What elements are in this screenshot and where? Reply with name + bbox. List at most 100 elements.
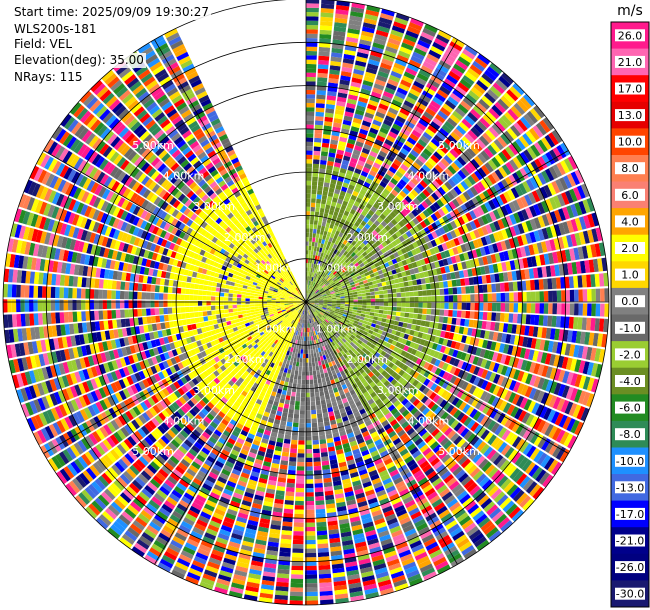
velocity-cell [427, 296, 432, 302]
velocity-cell [299, 423, 305, 428]
velocity-cell [309, 336, 312, 341]
velocity-cell [305, 462, 313, 467]
velocity-cell [328, 187, 335, 193]
velocity-cell [364, 139, 374, 147]
velocity-cell [321, 248, 326, 254]
velocity-cell [310, 250, 314, 255]
velocity-cell [310, 206, 315, 212]
velocity-cell [371, 91, 382, 99]
velocity-cell [344, 297, 350, 300]
velocity-cell [313, 224, 318, 230]
velocity-cell [316, 90, 326, 96]
velocity-cell [306, 20, 319, 26]
velocity-cell [346, 188, 354, 195]
velocity-cell [309, 285, 312, 290]
velocity-cell [300, 397, 305, 402]
velocity-cell [561, 303, 566, 315]
velocity-cell [306, 98, 315, 104]
velocity-cell [574, 289, 579, 302]
velocity-cell [349, 297, 354, 300]
velocity-cell [359, 128, 369, 136]
velocity-cell [301, 384, 306, 389]
velocity-cell [405, 297, 410, 302]
velocity-cell [342, 62, 354, 69]
velocity-cell [360, 88, 371, 96]
velocity-cell [317, 260, 321, 266]
velocity-cell [373, 83, 385, 91]
velocity-cell [382, 285, 388, 290]
velocity-cell [373, 287, 379, 292]
velocity-cell [325, 235, 330, 241]
velocity-cell [384, 50, 397, 58]
velocity-cell [365, 9, 380, 17]
velocity-cell [381, 58, 394, 67]
velocity-cell [325, 169, 333, 175]
velocity-cell [319, 595, 334, 601]
velocity-cell [320, 252, 324, 258]
velocity-cell [491, 283, 497, 293]
velocity-cell [417, 314, 423, 320]
velocity-cell [357, 304, 363, 308]
velocity-cell [326, 99, 336, 105]
velocity-cell [401, 297, 406, 302]
velocity-cell [346, 142, 355, 149]
velocity-cell [341, 123, 351, 130]
velocity-cell [283, 403, 290, 409]
velocity-cell [368, 99, 379, 107]
velocity-cell [370, 302, 376, 306]
velocity-cell [314, 129, 323, 134]
velocity-cell [447, 280, 453, 288]
velocity-cell [289, 595, 303, 601]
velocity-cell [308, 289, 310, 294]
velocity-cell [314, 215, 319, 221]
velocity-cell [317, 68, 329, 74]
velocity-cell [306, 102, 315, 108]
velocity-cell [305, 449, 313, 454]
velocity-cell [357, 302, 363, 305]
velocity-cell [308, 362, 312, 367]
velocity-cell [313, 150, 321, 156]
velocity-cell [306, 258, 308, 264]
velocity-cell [345, 192, 352, 199]
velocity-cell [315, 400, 321, 406]
velocity-cell [538, 279, 544, 290]
velocity-cell [387, 293, 393, 298]
velocity-cell [317, 81, 327, 87]
velocity-cell [361, 120, 372, 128]
velocity-cell [293, 526, 304, 532]
velocity-cell [334, 162, 341, 168]
velocity-cell [330, 139, 339, 145]
velocity-cell [418, 290, 423, 297]
velocity-cell [307, 293, 309, 298]
velocity-cell [594, 273, 600, 287]
velocity-cell [517, 303, 523, 313]
velocity-cell [298, 436, 305, 441]
velocity-cell [357, 293, 362, 297]
velocity-cell [317, 422, 324, 427]
velocity-cell [313, 353, 317, 358]
velocity-cell [309, 272, 312, 277]
velocity-cell [321, 142, 330, 148]
velocity-cell [313, 461, 321, 467]
velocity-cell [298, 444, 305, 450]
velocity-cell [390, 70, 402, 79]
velocity-cell [316, 198, 322, 204]
velocity-cell [377, 282, 383, 287]
velocity-cell [311, 281, 314, 286]
velocity-cell [312, 344, 316, 350]
velocity-cell [333, 122, 342, 128]
velocity-cell [453, 302, 458, 310]
velocity-cell [491, 303, 497, 312]
velocity-cell [418, 296, 423, 302]
velocity-cell [320, 229, 324, 235]
velocity-cell [296, 466, 305, 471]
velocity-cell [306, 250, 309, 255]
velocity-cell [306, 68, 317, 73]
velocity-cell [379, 99, 391, 107]
velocity-cell [306, 46, 318, 52]
velocity-cell [408, 313, 414, 319]
velocity-cell [364, 13, 378, 21]
velocity-cell [306, 241, 309, 246]
velocity-cell [508, 282, 514, 292]
velocity-cell [306, 219, 310, 225]
